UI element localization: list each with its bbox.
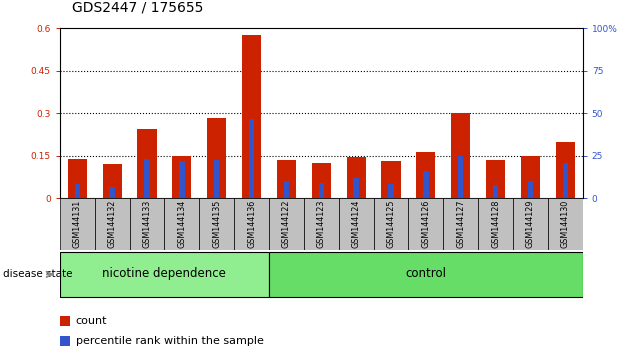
Bar (319, 183, 324, 198)
Bar (451, 113, 471, 198)
Bar (374, 198, 408, 250)
Bar (381, 161, 401, 198)
Bar (164, 198, 199, 250)
Bar (304, 198, 339, 250)
Text: GSM144124: GSM144124 (352, 200, 360, 248)
Bar (556, 142, 575, 198)
Bar (458, 156, 464, 198)
Bar (353, 178, 359, 198)
Bar (423, 171, 428, 198)
Text: GSM144130: GSM144130 (561, 200, 570, 248)
Bar (528, 181, 533, 198)
Bar (269, 198, 304, 250)
Bar (172, 156, 192, 198)
Bar (284, 181, 289, 198)
Bar (563, 163, 568, 198)
Bar (444, 198, 478, 250)
Bar (60, 198, 94, 250)
Bar (144, 159, 150, 198)
Bar (67, 159, 87, 198)
Bar (94, 198, 130, 250)
Bar (416, 152, 435, 198)
Bar (130, 198, 164, 250)
Bar (478, 198, 513, 250)
Text: GSM144127: GSM144127 (456, 200, 465, 248)
Text: disease state: disease state (3, 269, 72, 279)
Bar (521, 156, 540, 198)
Bar (74, 184, 80, 198)
Text: GSM144134: GSM144134 (178, 200, 186, 248)
Bar (234, 198, 269, 250)
Text: GSM144131: GSM144131 (73, 200, 82, 248)
Bar (103, 164, 122, 198)
Text: control: control (405, 267, 447, 280)
Bar (388, 184, 394, 198)
Text: count: count (76, 316, 107, 326)
Text: nicotine dependence: nicotine dependence (103, 267, 226, 280)
Bar (312, 163, 331, 198)
Bar (60, 336, 71, 346)
Text: GSM144125: GSM144125 (387, 200, 396, 248)
Text: GSM144128: GSM144128 (491, 200, 500, 248)
Text: GSM144126: GSM144126 (421, 200, 430, 248)
Bar (60, 252, 269, 297)
Text: GSM144136: GSM144136 (247, 200, 256, 248)
Text: GSM144132: GSM144132 (108, 200, 117, 248)
Bar (242, 35, 261, 198)
Text: GSM144123: GSM144123 (317, 200, 326, 248)
Text: GDS2447 / 175655: GDS2447 / 175655 (72, 0, 204, 14)
Bar (493, 185, 498, 198)
Text: percentile rank within the sample: percentile rank within the sample (76, 336, 263, 346)
Bar (110, 187, 115, 198)
Bar (179, 161, 185, 198)
Bar (408, 198, 444, 250)
Bar (277, 160, 296, 198)
Bar (249, 119, 255, 198)
Bar (548, 198, 583, 250)
Bar (214, 160, 219, 198)
Bar (346, 157, 366, 198)
Bar (137, 129, 157, 198)
Bar (513, 198, 548, 250)
Text: GSM144122: GSM144122 (282, 200, 291, 248)
Bar (269, 252, 583, 297)
Bar (60, 316, 71, 326)
Text: GSM144133: GSM144133 (142, 200, 151, 248)
Bar (207, 118, 226, 198)
Bar (199, 198, 234, 250)
Text: GSM144129: GSM144129 (526, 200, 535, 248)
Text: GSM144135: GSM144135 (212, 200, 221, 248)
Bar (339, 198, 374, 250)
Bar (486, 160, 505, 198)
